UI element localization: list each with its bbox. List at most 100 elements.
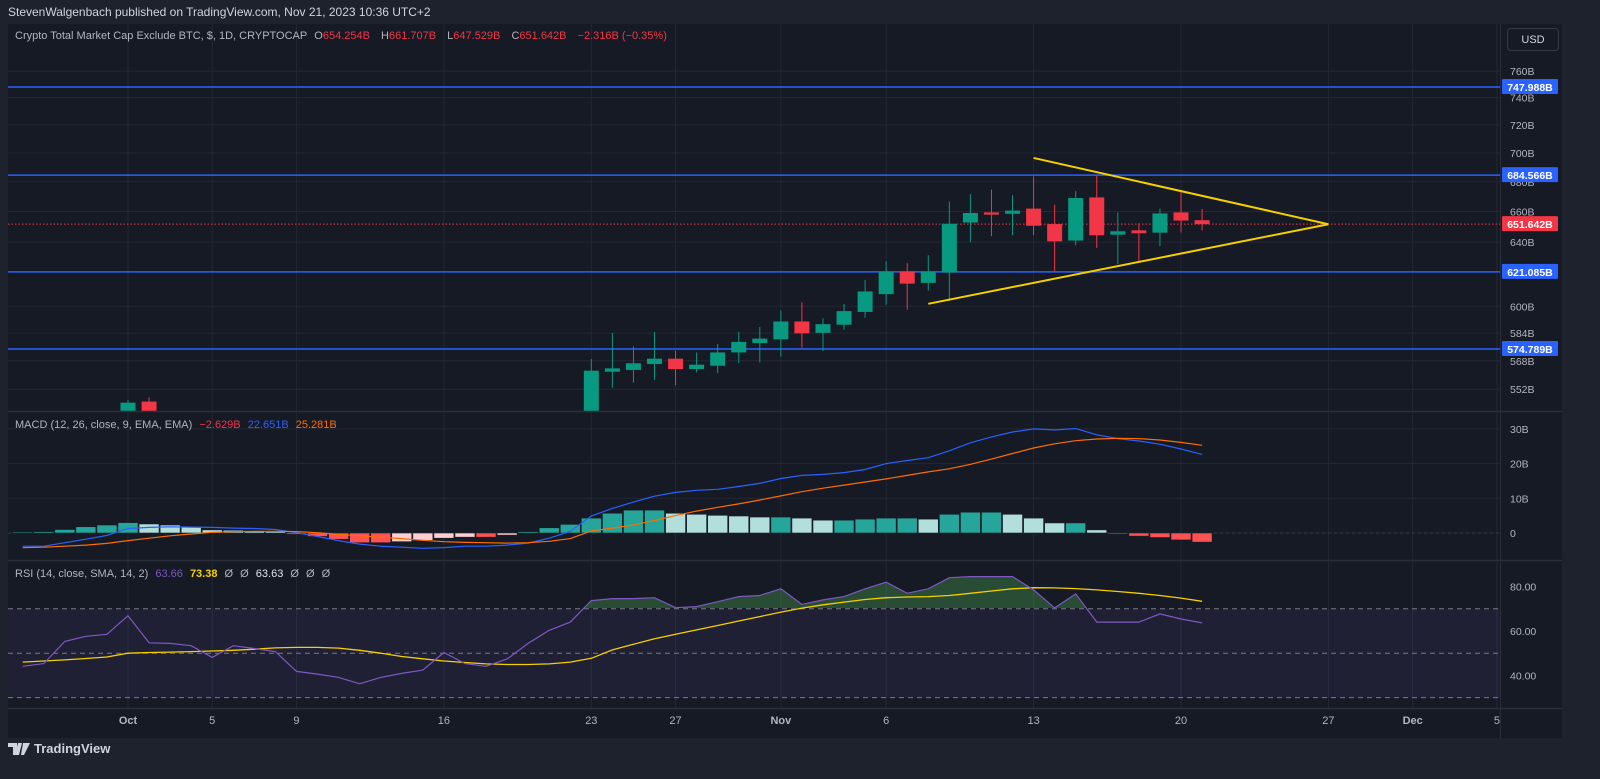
candle[interactable]	[962, 194, 978, 243]
macd-histogram-bar	[707, 515, 728, 534]
candle[interactable]	[1173, 190, 1189, 233]
candle[interactable]	[1152, 208, 1168, 247]
rsi-title[interactable]: RSI (14, close, SMA, 14, 2)	[15, 568, 149, 580]
candle[interactable]	[857, 280, 873, 318]
price-axis-label: 720B	[1510, 120, 1535, 132]
candle[interactable]	[1194, 208, 1210, 231]
candle-body	[1089, 197, 1105, 236]
price-pane[interactable]	[8, 86, 1500, 439]
rsi-axis-label: 60.00	[1510, 626, 1536, 638]
open-value: 654.254B	[322, 30, 370, 42]
candle[interactable]	[604, 332, 620, 388]
candle[interactable]	[689, 352, 705, 373]
price-axis-label: 740B	[1510, 93, 1535, 105]
rsi-axis-label: 40.00	[1510, 670, 1536, 682]
macd-histogram-bar	[875, 517, 897, 534]
macd-histogram-bar	[159, 524, 181, 534]
chart-frame[interactable]	[8, 24, 1562, 738]
candle[interactable]	[1131, 223, 1147, 263]
triangle-trendline[interactable]	[928, 223, 1329, 305]
triangle-trendline[interactable]	[1033, 156, 1329, 226]
symbol-legend[interactable]: Crypto Total Market Cap Exclude BTC, $, …	[15, 30, 671, 42]
macd-histogram-bar	[1086, 529, 1108, 534]
candle-body	[794, 321, 810, 334]
candle[interactable]	[878, 261, 894, 305]
rsi-line	[22, 576, 1203, 685]
macd-histogram-bar	[538, 527, 560, 534]
candle[interactable]	[668, 350, 684, 386]
candle[interactable]	[920, 255, 936, 291]
candle[interactable]	[815, 318, 831, 352]
candle-body	[836, 311, 852, 325]
change-value: −2.316B (−0.35%)	[577, 30, 667, 42]
price-axis-label: 552B	[1510, 384, 1535, 396]
candle-body	[920, 271, 936, 283]
candle-body	[983, 212, 999, 215]
candle[interactable]	[1005, 195, 1021, 236]
macd-histogram-bar	[33, 531, 55, 534]
candle-body	[120, 402, 136, 411]
candle-body	[962, 212, 978, 223]
candle[interactable]	[1068, 191, 1084, 246]
candle[interactable]	[141, 397, 157, 429]
time-axis-label: Dec	[1403, 715, 1423, 727]
macd-histogram-bar	[896, 517, 918, 534]
candle[interactable]	[1089, 175, 1105, 248]
candle-body	[1047, 224, 1063, 242]
candle[interactable]	[647, 331, 662, 380]
candle-body	[668, 358, 684, 370]
candle[interactable]	[836, 303, 852, 330]
macd-axis-label: 20B	[1510, 459, 1529, 471]
candle[interactable]	[941, 201, 957, 301]
macd-histogram-bar	[728, 515, 750, 534]
candle[interactable]	[794, 302, 810, 348]
candle-body	[647, 358, 662, 364]
candle[interactable]	[1047, 204, 1063, 272]
candle[interactable]	[1026, 176, 1042, 236]
candle[interactable]	[752, 327, 768, 363]
macd-pane[interactable]	[8, 427, 1500, 549]
tradingview-logo[interactable]: TradingView	[8, 741, 110, 756]
candle[interactable]	[625, 346, 641, 383]
macd-histogram-bar	[12, 531, 33, 534]
candle[interactable]	[773, 310, 789, 357]
macd-legend[interactable]: MACD (12, 26, close, 9, EMA, EMA) −2.629…	[15, 419, 341, 431]
candle[interactable]	[120, 400, 136, 420]
macd-histogram-bar	[1023, 517, 1044, 534]
candle[interactable]	[583, 359, 599, 439]
candle-body	[899, 271, 915, 284]
macd-histogram-bar	[854, 518, 876, 534]
macd-histogram-bar	[1149, 532, 1171, 538]
symbol-title[interactable]: Crypto Total Market Cap Exclude BTC, $, …	[15, 30, 308, 42]
candle[interactable]	[899, 263, 915, 310]
price-axis[interactable]: 760B740B720B700B680B660B640B600B584B568B…	[1502, 66, 1558, 682]
time-axis[interactable]: Oct 5 9 16 23 27 Nov 6 13 20 27 Dec 5	[119, 715, 1500, 727]
time-axis-label: 27	[1322, 715, 1334, 727]
candle-body	[1173, 212, 1189, 221]
rsi-band-fill	[8, 608, 1500, 698]
candle[interactable]	[983, 189, 999, 237]
pane-separators[interactable]	[8, 24, 1562, 738]
rsi-sma-line	[22, 587, 1203, 666]
candle[interactable]	[1110, 212, 1126, 265]
open-label: O	[314, 30, 323, 42]
candle[interactable]	[710, 344, 726, 374]
price-axis-label: 700B	[1510, 148, 1535, 160]
rsi-pane[interactable]	[22, 576, 1203, 685]
currency-button[interactable]: USD	[1507, 28, 1559, 51]
low-label: L	[447, 30, 454, 42]
macd-title[interactable]: MACD (12, 26, close, 9, EMA, EMA)	[15, 419, 193, 431]
macd-histogram-bar	[138, 523, 160, 534]
level-price-label: 574.789B	[1507, 344, 1553, 356]
time-axis-label: 9	[293, 715, 299, 727]
macd-histogram-bar	[644, 509, 665, 534]
candle[interactable]	[731, 331, 747, 363]
time-axis-label: Oct	[119, 715, 138, 727]
price-axis-label: 568B	[1510, 356, 1535, 368]
last-price-label: 651.642B	[1507, 219, 1553, 231]
macd-histogram-bar	[1065, 522, 1086, 534]
macd-histogram-bar	[517, 531, 539, 534]
time-axis-label: 27	[669, 715, 681, 727]
rsi-legend[interactable]: RSI (14, close, SMA, 14, 2) 63.66 73.38 …	[15, 568, 334, 580]
